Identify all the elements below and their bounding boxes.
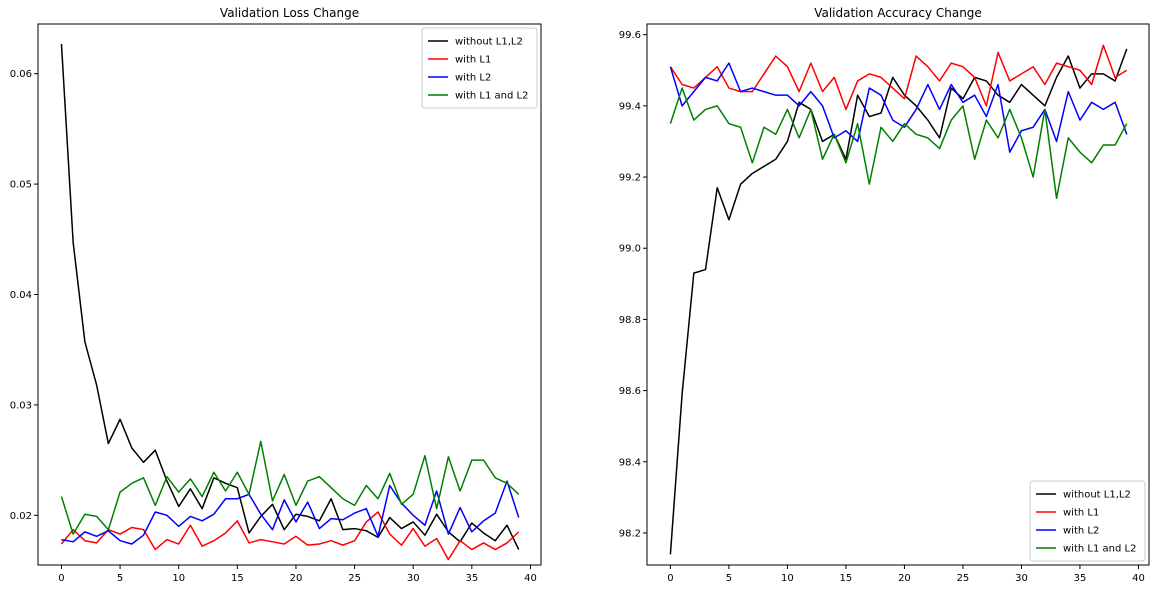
legend-label: with L1 and L2	[455, 91, 528, 102]
x-tick-label: 20	[290, 573, 303, 584]
legend-label: without L1,L2	[455, 37, 523, 48]
series-line-2	[669, 44, 1128, 111]
plot-frame	[646, 23, 1150, 566]
y-tick-label: 99.2	[619, 173, 641, 184]
series-line-2	[60, 511, 520, 561]
x-tick-label: 10	[781, 573, 794, 584]
legend-label: with L1 and L2	[1063, 544, 1136, 555]
x-tick-label: 30	[1015, 573, 1028, 584]
plot-marks	[669, 44, 1128, 555]
chart-title: Validation Accuracy Change	[814, 6, 982, 20]
plot-marks	[60, 43, 520, 561]
x-tick-label: 5	[117, 573, 123, 584]
y-tick-label: 98.2	[619, 528, 641, 539]
axis-ticks: 0 5 10 15 20 25 30 35 40 0.02 0.03 0.04 0.05 0.06	[10, 69, 537, 584]
x-tick-label: 35	[465, 573, 478, 584]
y-tick-label: 0.02	[10, 511, 32, 522]
legend-box	[421, 27, 538, 109]
y-tick-label: 0.05	[10, 180, 32, 191]
legend-label: with L1	[1063, 508, 1099, 519]
legend-box	[1029, 480, 1146, 562]
y-tick-label: 98.6	[619, 386, 641, 397]
y-tick-label: 0.04	[10, 290, 32, 301]
y-tick-label: 99.6	[619, 30, 641, 41]
y-tick-label: 99.0	[619, 244, 641, 255]
x-tick-label: 40	[524, 573, 537, 584]
y-tick-label: 0.03	[10, 400, 32, 411]
x-tick-label: 35	[1074, 573, 1087, 584]
x-tick-label: 15	[231, 573, 244, 584]
series-line-1	[669, 48, 1128, 555]
y-tick-label: 98.8	[619, 315, 641, 326]
series-line-3	[669, 62, 1128, 153]
axis-ticks: 0 5 10 15 20 25 30 35 40 98.2 98.4 98.6 98.8 99.0 99.2…	[619, 30, 1145, 584]
legend: without L1,L2 with L1 with L2 with L1 and L…	[1029, 480, 1146, 562]
x-tick-label: 0	[667, 573, 673, 584]
legend-label: with L2	[455, 73, 491, 84]
series-line-4	[60, 440, 520, 535]
x-tick-label: 25	[957, 573, 970, 584]
x-tick-label: 25	[348, 573, 361, 584]
legend-label: without L1,L2	[1063, 490, 1131, 501]
y-tick-label: 0.06	[10, 69, 32, 80]
series-line-4	[669, 87, 1128, 200]
x-tick-label: 5	[726, 573, 732, 584]
legend: without L1,L2 with L1 with L2 with L1 and L…	[421, 27, 538, 109]
legend-label: with L1	[455, 55, 491, 66]
x-tick-label: 10	[172, 573, 185, 584]
validation-accuracy-chart: Validation Accuracy Change 0 5 10 15 20 25 30 3…	[619, 6, 1150, 584]
validation-loss-chart: Validation Loss Change 0 5 10 15 20 25 30 35 400…	[10, 6, 542, 584]
x-tick-label: 30	[407, 573, 420, 584]
y-tick-label: 99.4	[619, 101, 641, 112]
series-line-1	[60, 43, 520, 550]
x-tick-label: 0	[58, 573, 64, 584]
x-tick-label: 15	[840, 573, 853, 584]
x-tick-label: 20	[898, 573, 911, 584]
chart-title: Validation Loss Change	[220, 6, 359, 20]
x-tick-label: 40	[1132, 573, 1145, 584]
legend-label: with L2	[1063, 526, 1099, 537]
y-tick-label: 98.4	[619, 457, 641, 468]
series-line-3	[61, 480, 520, 545]
